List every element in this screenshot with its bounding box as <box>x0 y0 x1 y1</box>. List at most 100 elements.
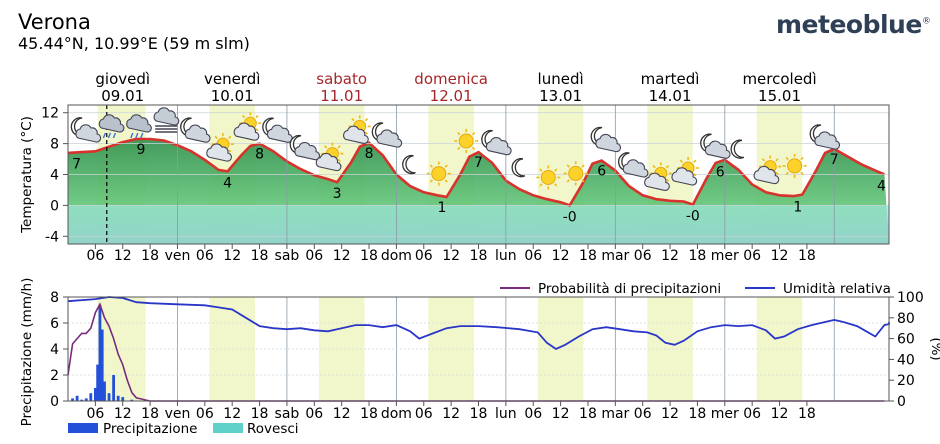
precip-xtick-label: 06 <box>196 406 214 422</box>
humidity-ytick-label: 0 <box>897 394 906 410</box>
location-coordinates: 45.44°N, 10.99°E (59 m slm) <box>18 34 250 53</box>
moon-shape <box>730 139 745 159</box>
sun-ray <box>761 158 766 162</box>
sun-disc <box>568 165 584 181</box>
sun-ray <box>351 118 355 122</box>
temp-xtick-label: 06 <box>86 248 104 264</box>
precipitation-bar <box>96 364 100 401</box>
sun-ray <box>566 164 570 168</box>
moon-cloud-icon <box>618 152 649 178</box>
sun-ray <box>566 179 570 183</box>
temp-xtick-label: 06 <box>634 248 652 264</box>
temperature-extreme-label: 3 <box>333 186 342 202</box>
daylight-band-precip <box>756 297 803 401</box>
moon-icon <box>730 139 745 159</box>
humidity-line <box>67 296 890 351</box>
precip-xtick-label: sab <box>275 406 300 422</box>
location-title: Verona <box>18 10 91 34</box>
rain-drop <box>107 132 112 139</box>
temperature-extreme-label: -0 <box>686 209 700 225</box>
precip-xtick-label: 18 <box>470 406 488 422</box>
moon-cloud-icon <box>371 122 403 148</box>
humidity-ytick-label: 80 <box>897 311 915 327</box>
temperature-extreme-label: 6 <box>597 164 606 180</box>
day-name: sabato <box>316 70 367 88</box>
sun-ray <box>665 178 670 182</box>
temp-xtick-label: 18 <box>470 248 488 264</box>
precipitation-bar <box>116 395 120 401</box>
sun-disc <box>431 166 447 182</box>
precipitation-bar <box>121 397 125 401</box>
temperature-area-group <box>68 137 889 244</box>
day-date: 12.01 <box>430 87 473 105</box>
sun-disc <box>540 170 556 185</box>
sun-ray <box>581 164 585 168</box>
moon-shape <box>402 154 416 175</box>
day-name: domenica <box>414 70 488 88</box>
sun-ray <box>337 158 341 162</box>
precip-xtick-label: 12 <box>771 406 789 422</box>
sun-ray <box>429 164 434 168</box>
moon-cloud-icon <box>809 124 841 150</box>
precip-xtick-label: 12 <box>661 406 679 422</box>
precipitation-bar <box>130 399 134 401</box>
precip-xtick-label: 18 <box>141 406 159 422</box>
day-name: mercoledì <box>742 70 816 88</box>
sun-ray <box>581 179 585 183</box>
sun-ray <box>227 149 232 153</box>
sun-ray <box>364 131 369 135</box>
sun-cloud-icon <box>671 157 700 186</box>
rain-drop <box>102 132 107 139</box>
temp-xtick-label: 12 <box>771 248 789 264</box>
cloud-shape <box>376 129 403 148</box>
rain-drop <box>135 132 139 139</box>
day-date: 13.01 <box>539 87 582 105</box>
cloud-shape <box>294 142 321 161</box>
moon-cloud-icon <box>180 117 211 143</box>
moon-cloud-icon <box>590 126 622 153</box>
day-name: giovedì <box>95 70 150 88</box>
legend-showers-swatch <box>213 423 243 433</box>
sun-ray <box>255 114 259 119</box>
cloud-shape <box>184 124 211 143</box>
sun-ray <box>693 159 697 163</box>
cloud-shape <box>595 133 622 153</box>
cold-zone-overlay <box>68 205 889 244</box>
temp-xtick-label: 12 <box>661 248 679 264</box>
precipitation-bar <box>112 375 116 401</box>
sun-ray <box>679 159 684 163</box>
cloud-shape <box>814 131 841 150</box>
daylight-band-precip <box>428 297 474 401</box>
moon-cloud-icon <box>700 133 731 159</box>
legend-precip-label: Precipitazione <box>103 421 197 437</box>
temp-xtick-label: 12 <box>442 248 460 264</box>
sun-ray <box>800 156 804 161</box>
sun-ray <box>457 131 461 136</box>
temp-ylabel: Temperatura (°C) <box>19 116 35 234</box>
sun-ray <box>471 131 476 136</box>
moon-cloud-icon <box>289 134 321 161</box>
sun-ray <box>364 118 369 122</box>
precip-xtick-label: dom <box>381 406 412 422</box>
legend-humidity-label: Umidità relativa <box>783 281 891 297</box>
sun-icon <box>454 129 479 153</box>
precip-xtick-label: ven <box>165 406 191 422</box>
cloud-shape <box>153 107 180 126</box>
precipitation-bar <box>71 398 74 401</box>
moon-icon <box>402 154 416 175</box>
temp-xtick-label: 12 <box>223 248 241 264</box>
temp-xtick-label: 18 <box>798 248 816 264</box>
humidity-ytick-label: 100 <box>897 290 924 306</box>
sun-cloud-icon <box>644 162 672 191</box>
brand-logo[interactable]: meteoblue® <box>776 10 931 39</box>
precipitation-bar <box>80 399 84 401</box>
precipitation-bar <box>100 329 104 401</box>
sun-cloud-icon <box>315 142 344 172</box>
temp-xtick-label: 12 <box>552 248 570 264</box>
sun-disc <box>787 158 803 174</box>
temperature-line <box>68 137 885 207</box>
sun-ray <box>227 135 232 140</box>
precip-plot-frame <box>67 296 890 402</box>
precip-xtick-label: mer <box>711 406 739 422</box>
registered-mark: ® <box>921 16 931 27</box>
